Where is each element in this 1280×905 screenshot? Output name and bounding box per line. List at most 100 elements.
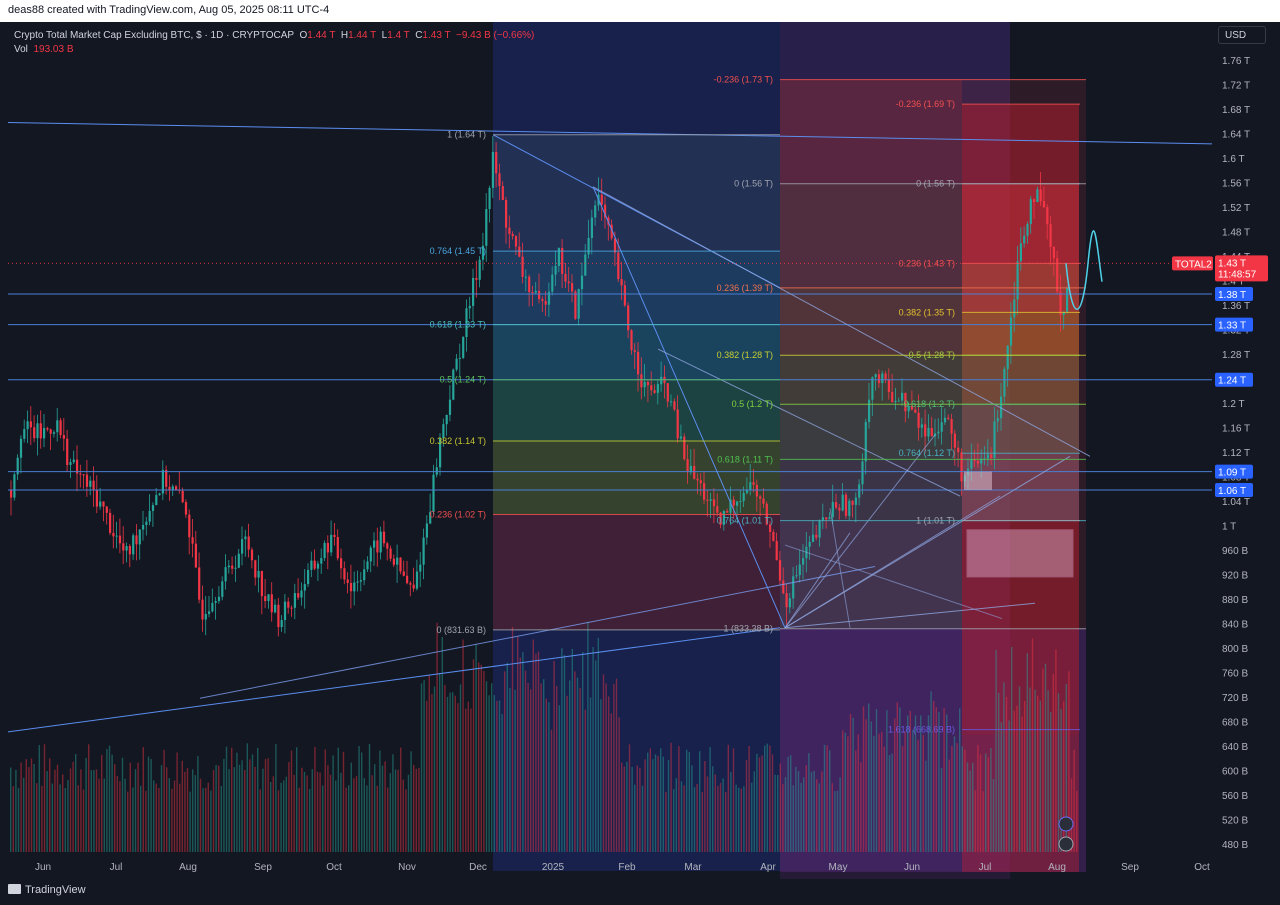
volume-bar (787, 756, 789, 852)
trendline-up-1 (784, 602, 1036, 629)
candle-body (303, 584, 306, 591)
volume-bar (236, 752, 238, 852)
candle-body (481, 245, 485, 260)
candle-body (402, 571, 405, 576)
volume-bar (428, 675, 430, 852)
fib1-band-2 (493, 324, 780, 380)
volume-bar (132, 787, 134, 852)
volume-bar (992, 778, 995, 852)
symbol-tag (1172, 256, 1213, 271)
currency-button[interactable]: USD (1218, 26, 1266, 44)
candle-body (726, 510, 729, 513)
volume-bar (805, 765, 807, 852)
volume-bar (899, 707, 901, 852)
candle-body (518, 246, 521, 257)
candle-body (26, 421, 29, 430)
candle-body (976, 460, 980, 464)
volume-bar (166, 767, 168, 852)
volume-bar (842, 730, 844, 852)
fib3-band-2 (962, 312, 1079, 356)
candle-body (745, 489, 749, 493)
volume-bar (116, 775, 118, 852)
candle-body (940, 422, 943, 432)
volume-bar (101, 754, 103, 852)
candle-body (917, 412, 920, 428)
volume-bar (532, 639, 534, 852)
volume-bar (485, 681, 488, 852)
volume-bar (1031, 638, 1034, 852)
volume-bar (361, 752, 363, 852)
candle-body (201, 599, 204, 620)
fib3-band-4 (962, 404, 1079, 454)
candle-body (468, 305, 471, 309)
candle-body (1039, 189, 1042, 202)
candle-body (435, 467, 438, 475)
chart-area[interactable]: 1.76 T 1.72 T 1.68 T 1.64 T 1.6 T 1.56 T 1.52 … (8, 22, 1270, 879)
candle-body (1033, 199, 1036, 203)
candle-body (894, 400, 897, 403)
candle-body (343, 568, 346, 580)
fib-2-label-7: 1 (833.38 B) (723, 624, 773, 634)
candle-body (356, 581, 359, 583)
candle-body (224, 567, 227, 582)
y-tick-2: 1.68 T (1222, 105, 1250, 116)
candle-body (267, 594, 270, 602)
volume-bar (366, 785, 368, 852)
volume-bar (459, 684, 462, 852)
volume-bar (587, 621, 589, 852)
candle-body (676, 409, 679, 439)
candle-body (897, 400, 900, 402)
volume-bar (527, 683, 529, 852)
candle-body (630, 330, 633, 351)
volume-bar (43, 744, 46, 852)
legend-high: 1.44 T (348, 30, 377, 41)
volume-bar (901, 746, 904, 852)
candle-body (330, 534, 333, 553)
candle-body (795, 575, 798, 577)
legend-open: 1.44 T (307, 30, 336, 41)
volume-bar (407, 774, 410, 852)
volume-bar (649, 748, 651, 852)
candle-body (283, 601, 287, 621)
candle-body (792, 576, 795, 599)
fib-2-label-3: 0.382 (1.28 T) (717, 350, 773, 360)
volume-bar (605, 683, 607, 852)
candle-body (128, 546, 131, 555)
candle-body (76, 459, 79, 474)
zone-red-lower (962, 734, 1079, 872)
candle-body (874, 374, 877, 378)
volume-bar (600, 699, 602, 852)
volume-bar (790, 755, 792, 852)
volume-bar (82, 789, 85, 852)
candle-body (231, 565, 234, 569)
price-tag-label-3: 1.09 T (1218, 468, 1246, 479)
volume-bar (462, 639, 464, 852)
volume-bar (475, 643, 477, 852)
candle-body (716, 506, 719, 513)
candle-body (1036, 189, 1039, 203)
volume-bar (314, 746, 316, 852)
trendline-bottom-2 (199, 566, 876, 699)
candle-body (204, 613, 207, 620)
x-tick-14: Aug (1048, 862, 1066, 873)
volume-bar (914, 715, 917, 852)
candle-body (396, 557, 399, 565)
candle-body (79, 473, 82, 475)
volume-bar (966, 762, 969, 852)
volume-bar (875, 709, 878, 852)
volume-bar (540, 683, 542, 852)
candle-body (399, 557, 402, 572)
volume-bar (995, 649, 997, 852)
volume-bar (717, 785, 719, 852)
candle-body (693, 465, 696, 479)
y-tick-6: 1.52 T (1222, 203, 1250, 214)
volume-bar (306, 775, 308, 852)
volume-bar (836, 790, 839, 852)
candlestick-chart[interactable]: 1.76 T 1.72 T 1.68 T 1.64 T 1.6 T 1.56 T 1.52 … (8, 22, 1270, 879)
fib2-band-2 (780, 287, 962, 356)
volume-bar (184, 771, 186, 852)
candle-body (336, 537, 339, 559)
candle-body (825, 517, 828, 520)
tradingview-brand[interactable]: TradingView (8, 884, 86, 896)
volume-bar (826, 745, 828, 852)
